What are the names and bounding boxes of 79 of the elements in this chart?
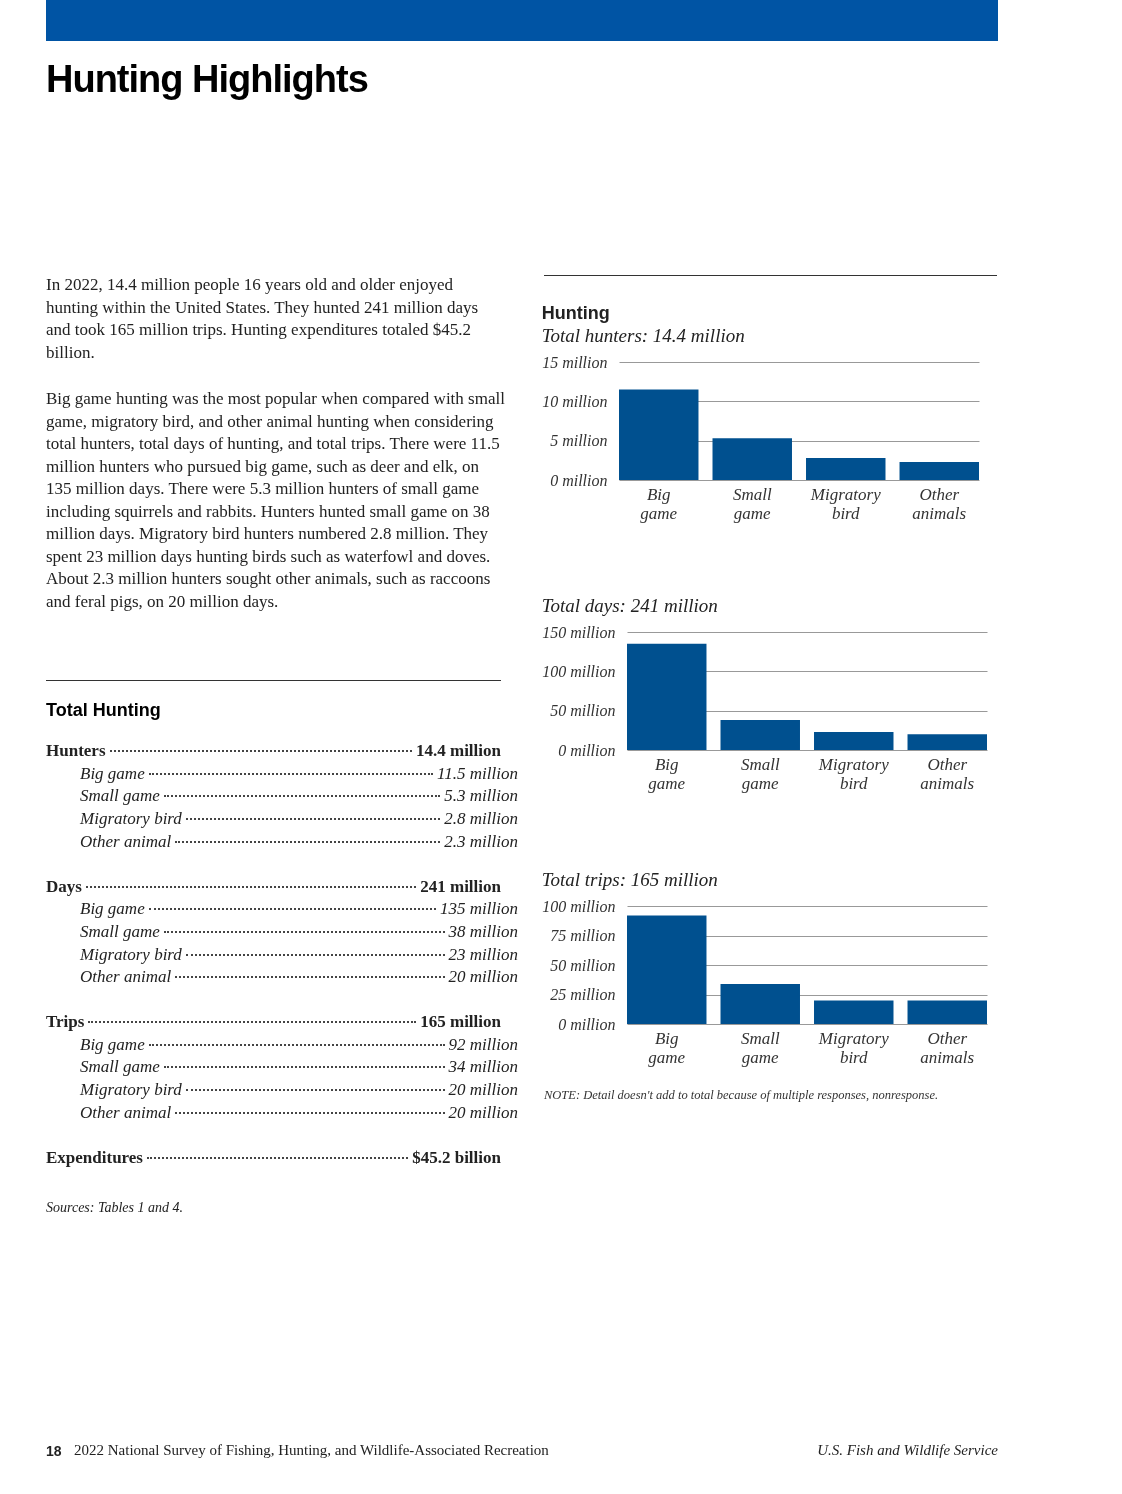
source-note: Sources: Tables 1 and 4.: [46, 1200, 184, 1216]
x-tick-label: Other animals: [912, 484, 967, 523]
bar: [720, 983, 800, 1024]
chart-subtitle: Total hunters: 14.4 million: [541, 325, 745, 346]
text: 11.5 million: [437, 762, 518, 785]
y-tick-label: 0 million: [558, 741, 616, 759]
y-tick-label: 50 million: [550, 956, 616, 974]
x-tick-label: Big game: [640, 484, 678, 523]
text: 2.3 million: [444, 830, 518, 853]
text: 92 million: [448, 1033, 518, 1056]
x-tick-label: Other animals: [920, 754, 975, 793]
bar: [720, 720, 800, 750]
bar: [899, 461, 979, 480]
y-tick-label: 150 million: [542, 623, 616, 641]
y-tick-label: 10 million: [542, 392, 608, 410]
text: Migratory bird: [80, 943, 182, 966]
x-tick-label: Small game: [740, 754, 780, 793]
chart-title: Total days: 241 million: [541, 595, 718, 616]
text: Trips: [46, 1011, 85, 1033]
y-tick-label: 50 million: [550, 702, 616, 720]
bar: [627, 643, 707, 750]
y-tick-label: 0 million: [558, 1015, 616, 1033]
text: Other animal: [80, 1101, 172, 1124]
y-tick-label: 15 million: [542, 353, 608, 371]
x-tick-label: Small game: [732, 484, 772, 523]
bar: [627, 915, 707, 1024]
bar: [907, 734, 987, 750]
text: Big game: [80, 898, 145, 921]
text: Days: [46, 875, 82, 898]
y-tick-label: 0 million: [550, 471, 608, 489]
text: Hunting Highlights: [46, 58, 368, 101]
text: 38 million: [448, 920, 518, 943]
text: 20 million: [448, 966, 518, 989]
text: 14.4 million: [415, 740, 501, 762]
text: Other animal: [80, 966, 172, 989]
y-tick-label: 25 million: [550, 986, 616, 1003]
text: Migratory bird: [80, 808, 182, 831]
text: Small game: [80, 785, 160, 808]
bar: [806, 457, 886, 480]
text: Expenditures: [46, 1146, 143, 1169]
text: 23 million: [448, 943, 518, 966]
text: Migratory bird: [80, 1079, 182, 1102]
chart-title: Total trips: 165 million: [541, 869, 718, 890]
bar: [619, 389, 699, 480]
text: 34 million: [448, 1056, 518, 1079]
text: Small game: [80, 920, 160, 943]
text: 2.8 million: [444, 808, 518, 831]
text: $45.2 billion: [412, 1146, 501, 1169]
text: NOTE: Detail doesn't add to total because of multiple responses, nonresponse.: [544, 1088, 940, 1103]
text: 20 million: [448, 1101, 518, 1124]
text: 2022 National Survey of Fishing, Hunting, and Wildlife-Associated Recreation: [74, 1442, 549, 1459]
text: 5.3 million: [444, 785, 518, 808]
text: 241 million: [420, 875, 501, 898]
x-tick-label: Migratory bird: [817, 754, 890, 793]
x-tick-label: Small game: [740, 1028, 780, 1067]
text: 20 million: [448, 1079, 518, 1102]
text: In 2022, 14.4 million people 16 years old and older enjoyed hunting within the United States. They hunted 241 million days and took 165 million trips. Hunting expenditures totaled $45.2 billion.: [46, 274, 480, 364]
text: Big game hunting was the most popular when compared with small game, migratory bird, and other animal hunting when considering total hunters, total days of hunting, and total trips. There were 11.5 million hunters who pursued big game, such as deer and elk, on 135 million days. There were 5.3 million hunters of small game including squirrels and rabbits. Hunters hunted small game on 38 million days. Migratory bird hunters numbered 2.8 million. They spent 23 million days hunting birds such as waterfowl and doves. About 2.3 million hunters sought other animals, such as raccoons and feral pigs, on 20 million days.: [46, 389, 505, 611]
bar: [814, 731, 894, 750]
chart-title: Hunting: [541, 303, 610, 323]
y-tick-label: 75 million: [550, 927, 616, 944]
bar: [814, 1000, 894, 1024]
bar: [907, 1000, 987, 1024]
bar: [712, 438, 792, 480]
y-tick-label: 5 million: [550, 432, 608, 450]
x-tick-label: Migratory bird: [809, 484, 882, 523]
text: U.S. Fish and Wildlife Service: [817, 1442, 998, 1459]
x-tick-label: Big game: [648, 754, 686, 793]
y-tick-label: 100 million: [542, 662, 616, 680]
x-tick-label: Migratory bird: [817, 1028, 890, 1067]
text: 165 million: [420, 1011, 501, 1033]
text: 135 million: [440, 898, 518, 921]
text: 18: [46, 1443, 62, 1459]
x-tick-label: Other animals: [920, 1028, 975, 1067]
text: Hunters: [46, 740, 106, 762]
text: Total Hunting: [46, 700, 161, 721]
text: Other animal: [80, 830, 172, 853]
y-tick-label: 100 million: [542, 897, 616, 915]
x-tick-label: Big game: [648, 1028, 686, 1067]
